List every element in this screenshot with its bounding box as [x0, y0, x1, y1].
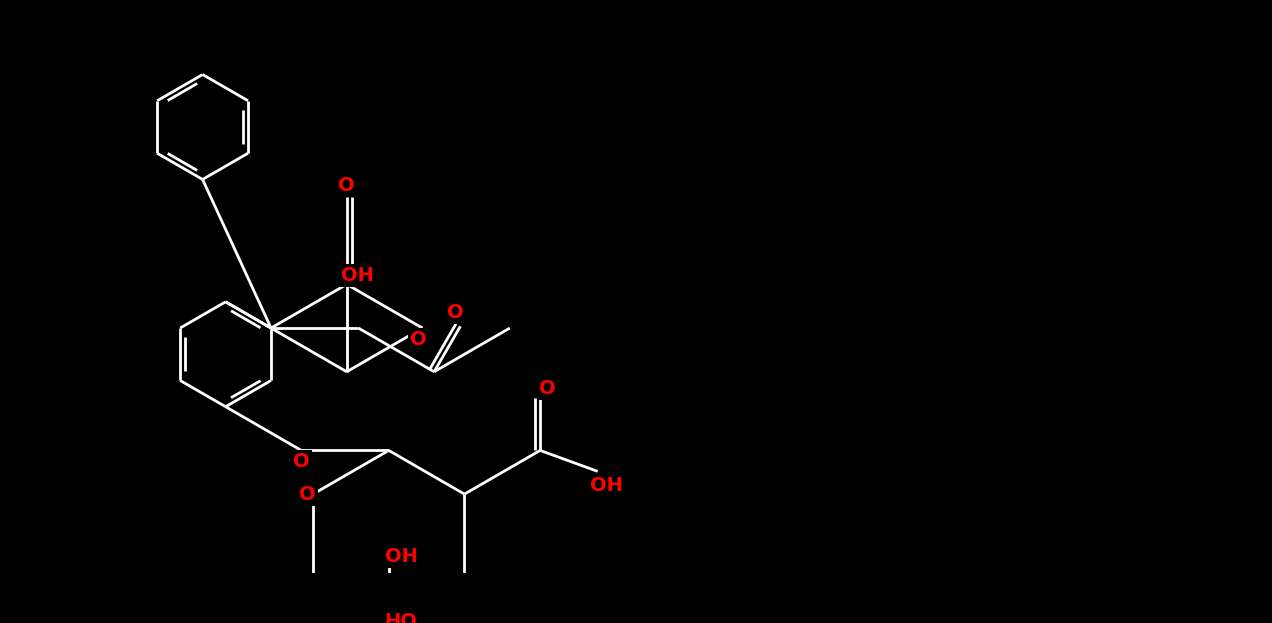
Text: O: O: [338, 176, 355, 196]
Text: HO: HO: [384, 612, 417, 623]
Text: O: O: [299, 485, 315, 503]
Text: OH: OH: [385, 547, 418, 566]
Text: OH: OH: [341, 265, 374, 285]
Text: O: O: [448, 303, 464, 322]
Text: O: O: [293, 452, 309, 471]
Text: O: O: [410, 330, 426, 349]
Text: O: O: [539, 379, 556, 398]
Text: OH: OH: [590, 475, 623, 495]
